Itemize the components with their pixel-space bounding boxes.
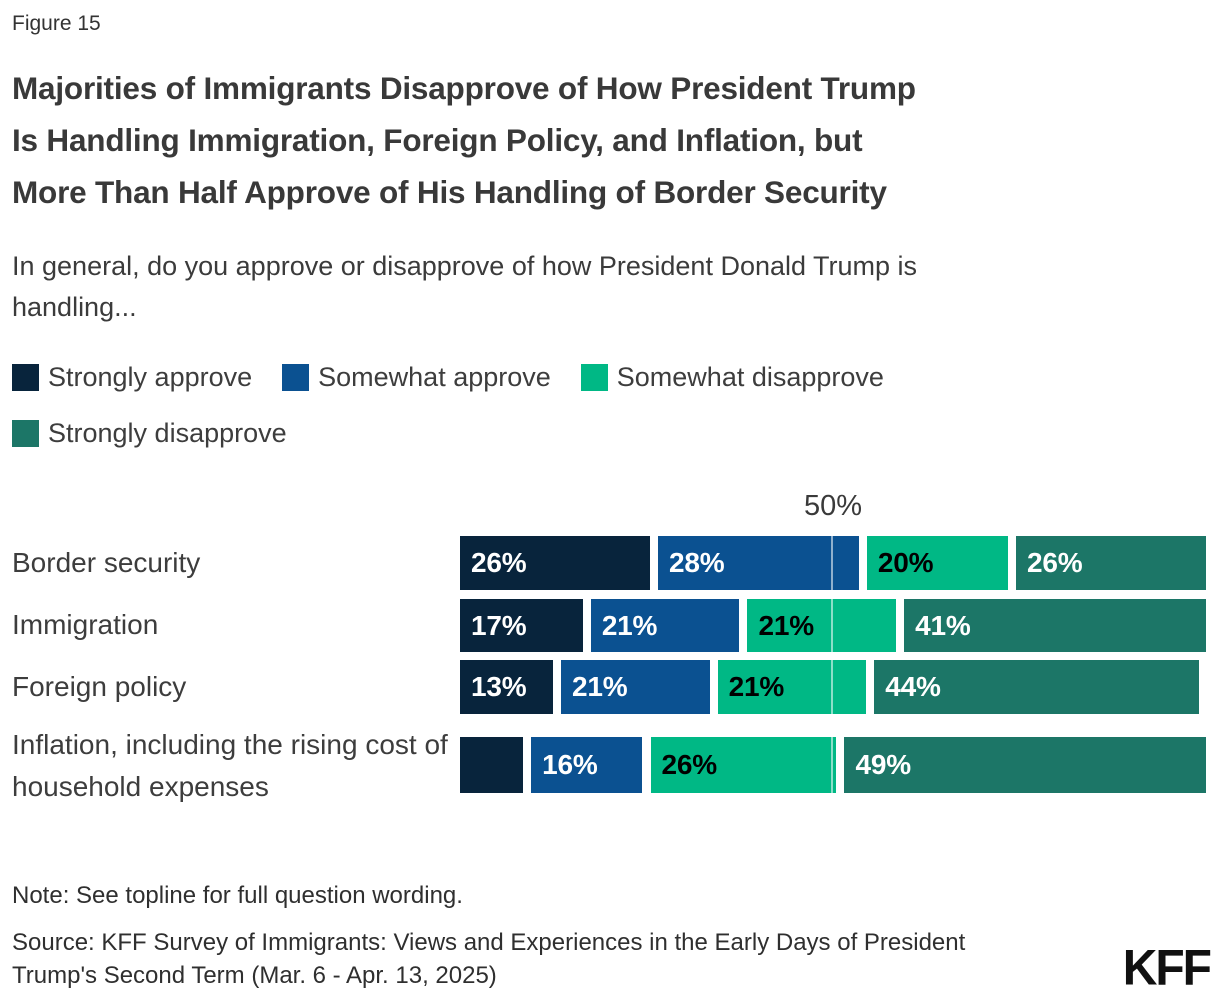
bar-segment: 17% xyxy=(460,599,583,652)
legend-item-strongly-disapprove: Strongly disapprove xyxy=(12,418,287,449)
bar-segment: 44% xyxy=(874,660,1199,714)
bar-segment: 13% xyxy=(460,660,553,714)
bar-segment: 21% xyxy=(590,599,740,652)
bar-segment xyxy=(460,737,524,793)
chart-title: Majorities of Immigrants Disapprove of H… xyxy=(12,70,916,210)
bar-segment: 20% xyxy=(866,536,1009,590)
category-label-inflation: Inflation, including the rising cost of … xyxy=(12,729,448,802)
legend-label: Strongly approve xyxy=(48,362,253,392)
bar-segment: 26% xyxy=(460,536,650,590)
bar-row-border-security: 26% 28% 20% 26% xyxy=(460,536,1206,590)
category-label-foreign-policy: Foreign policy xyxy=(12,671,187,702)
bar-segment: 21% xyxy=(560,660,710,714)
plot-area: 26% 28% 20% 26% 17% 21% 21% 41% 13% 21% 21% 44% 1… xyxy=(460,536,1206,793)
bar-row-immigration: 17% 21% 21% 41% xyxy=(460,599,1206,652)
legend-label: Somewhat approve xyxy=(318,362,551,392)
bar-segment: 16% xyxy=(531,737,643,793)
legend-item-somewhat-disapprove: Somewhat disapprove xyxy=(580,362,884,393)
bar-segment: 21% xyxy=(747,599,897,652)
legend-swatch-somewhat-approve xyxy=(282,364,310,391)
category-label-border-security: Border security xyxy=(12,547,201,578)
axis-tick-label-50: 50% xyxy=(803,490,863,522)
legend: Strongly approve Somewhat approve Somewh… xyxy=(12,362,1092,449)
bar-row-foreign-policy: 13% 21% 21% 44% xyxy=(460,660,1206,714)
bar-segment: 26% xyxy=(650,737,837,793)
legend-item-strongly-approve: Strongly approve xyxy=(12,362,252,393)
source-text: Source: KFF Survey of Immigrants: Views … xyxy=(12,929,966,989)
legend-swatch-strongly-approve xyxy=(12,364,39,391)
category-label-immigration: Immigration xyxy=(12,609,159,640)
legend-label: Strongly disapprove xyxy=(48,418,287,448)
bar-segment: 41% xyxy=(904,599,1206,652)
kff-logo: KFF xyxy=(1122,940,1212,996)
figure-label: Figure 15 xyxy=(12,12,101,35)
bar-segment: 28% xyxy=(657,536,859,590)
chart-subtitle: In general, do you approve or disapprove… xyxy=(12,251,918,322)
legend-item-somewhat-approve: Somewhat approve xyxy=(282,362,551,393)
bar-row-inflation: 16% 26% 49% xyxy=(460,737,1206,793)
bar-segment: 21% xyxy=(717,660,867,714)
bar-segment: 49% xyxy=(844,737,1206,793)
legend-swatch-somewhat-disapprove xyxy=(580,364,608,391)
bar-segment: 26% xyxy=(1016,536,1206,590)
note-text: Note: See topline for full question word… xyxy=(12,882,463,909)
legend-label: Somewhat disapprove xyxy=(616,362,884,392)
legend-swatch-strongly-disapprove xyxy=(12,420,39,447)
